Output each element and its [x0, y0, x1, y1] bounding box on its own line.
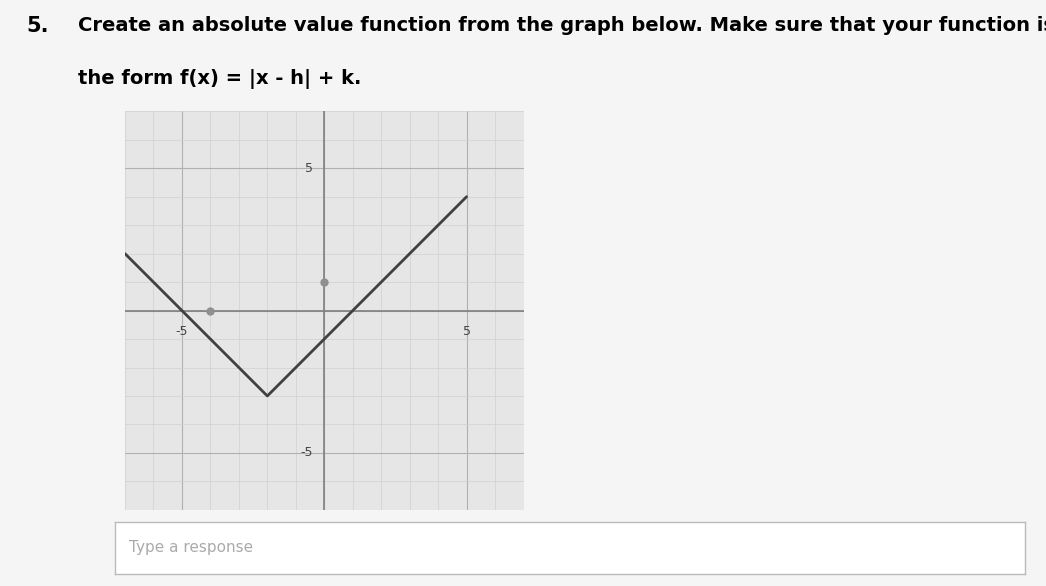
- Text: -5: -5: [300, 447, 313, 459]
- Text: Create an absolute value function from the graph below. Make sure that your func: Create an absolute value function from t…: [78, 16, 1046, 35]
- Text: the form f(x) = |x - h| + k.: the form f(x) = |x - h| + k.: [78, 69, 362, 88]
- Text: Type a response: Type a response: [129, 540, 253, 556]
- Text: 5: 5: [304, 162, 313, 175]
- Text: 5.: 5.: [26, 16, 49, 36]
- Text: -5: -5: [176, 325, 188, 338]
- Text: 5: 5: [462, 325, 471, 338]
